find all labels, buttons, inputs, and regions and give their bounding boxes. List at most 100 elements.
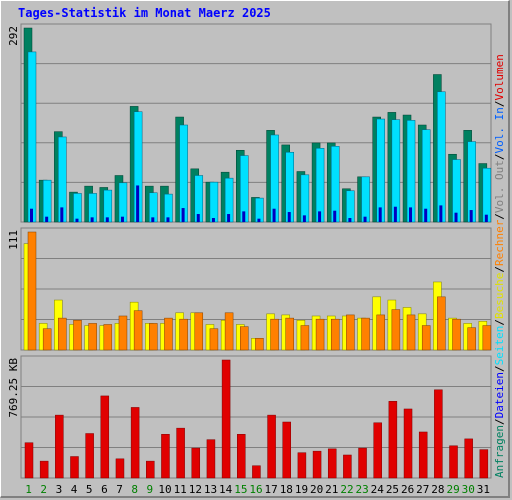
bar-rechner-day-23 bbox=[361, 317, 370, 351]
bar-seiten-day-4 bbox=[75, 218, 79, 222]
bar-seiten-day-17 bbox=[272, 208, 276, 222]
x-tick-label-day-21: 21 bbox=[325, 483, 338, 496]
bar-volumen-day-27 bbox=[418, 431, 428, 479]
bar-seiten-day-12 bbox=[196, 214, 200, 222]
bar-seiten-day-24 bbox=[378, 207, 382, 222]
y-max-label-visits: 111 bbox=[7, 230, 20, 250]
x-tick-label-day-6: 6 bbox=[101, 483, 108, 496]
bar-dateien-day-6 bbox=[103, 189, 113, 223]
x-tick-label-day-27: 27 bbox=[416, 483, 429, 496]
bar-seiten-day-13 bbox=[211, 218, 215, 222]
legend-separator: / bbox=[493, 365, 506, 372]
chart-bars bbox=[23, 27, 492, 479]
x-tick-label-day-29: 29 bbox=[446, 483, 459, 496]
bar-rechner-day-20 bbox=[315, 318, 325, 351]
bar-seiten-day-9 bbox=[151, 217, 155, 222]
bar-volumen-day-4 bbox=[70, 456, 79, 479]
bar-volumen-day-23 bbox=[358, 447, 367, 479]
bar-dateien-day-13 bbox=[209, 181, 219, 223]
legend-item-rechner: Rechner bbox=[493, 219, 506, 266]
bar-volumen-day-21 bbox=[327, 448, 337, 479]
bar-rechner-day-26 bbox=[406, 314, 416, 351]
x-tick-label-day-5: 5 bbox=[86, 483, 93, 496]
x-tick-label-day-10: 10 bbox=[158, 483, 171, 496]
bar-volumen-day-3 bbox=[55, 414, 64, 479]
x-tick-label-day-15: 15 bbox=[234, 483, 247, 496]
legend-item-volumen: Volumen bbox=[493, 54, 506, 100]
y-max-label-requests: 292 bbox=[7, 26, 20, 46]
bar-volumen-day-8 bbox=[130, 407, 140, 479]
bar-volumen-day-26 bbox=[403, 408, 413, 479]
bar-dateien-day-18 bbox=[285, 151, 294, 223]
bar-seiten-day-29 bbox=[454, 212, 458, 222]
bar-volumen-day-30 bbox=[464, 438, 473, 479]
legend-separator: / bbox=[493, 266, 506, 273]
bar-rechner-day-22 bbox=[346, 314, 355, 351]
x-tick-label-day-28: 28 bbox=[431, 483, 444, 496]
bar-seiten-day-25 bbox=[393, 206, 397, 222]
legend-separator: / bbox=[493, 213, 506, 220]
bar-rechner-day-12 bbox=[194, 312, 204, 351]
bar-dateien-day-29 bbox=[452, 159, 461, 223]
x-tick-label-day-17: 17 bbox=[265, 483, 278, 496]
bar-rechner-day-14 bbox=[224, 312, 234, 351]
bar-volumen-day-16 bbox=[252, 465, 261, 479]
bar-dateien-day-23 bbox=[361, 176, 370, 223]
bar-seiten-day-23 bbox=[363, 216, 367, 222]
bar-rechner-day-11 bbox=[179, 318, 188, 351]
bar-seiten-day-2 bbox=[45, 216, 49, 222]
bar-dateien-day-27 bbox=[421, 129, 431, 223]
bar-volumen-day-5 bbox=[85, 433, 94, 479]
bar-seiten-day-31 bbox=[484, 214, 488, 222]
bar-seiten-day-10 bbox=[166, 217, 170, 222]
bar-dateien-day-20 bbox=[315, 148, 325, 223]
bar-rechner-day-16 bbox=[255, 338, 264, 351]
bar-rechner-day-24 bbox=[376, 314, 385, 351]
bar-seiten-day-20 bbox=[318, 211, 322, 222]
bar-volumen-day-31 bbox=[479, 449, 489, 479]
bar-rechner-day-10 bbox=[164, 317, 173, 351]
bar-volumen-day-25 bbox=[388, 401, 398, 479]
x-tick-label-day-19: 19 bbox=[295, 483, 308, 496]
bar-seiten-day-11 bbox=[181, 208, 185, 222]
bar-volumen-day-22 bbox=[343, 454, 352, 479]
x-tick-label-day-16: 16 bbox=[249, 483, 262, 496]
bar-dateien-day-2 bbox=[42, 179, 52, 223]
bar-rechner-day-30 bbox=[467, 327, 476, 351]
legend-text: Anfragen/Dateien/Seiten/Besuche/Rechner/… bbox=[493, 54, 506, 478]
chart-panels bbox=[20, 23, 492, 479]
x-tick-label-day-11: 11 bbox=[174, 483, 187, 496]
bar-rechner-day-21 bbox=[330, 318, 340, 351]
x-tick-label-day-31: 31 bbox=[477, 483, 490, 496]
x-tick-label-day-25: 25 bbox=[386, 483, 399, 496]
legend-separator: / bbox=[493, 100, 506, 107]
bar-dateien-day-7 bbox=[118, 182, 128, 223]
bar-seiten-day-27 bbox=[424, 208, 428, 222]
legend-item-seiten: Seiten bbox=[493, 326, 506, 366]
bar-seiten-day-22 bbox=[348, 218, 352, 222]
bar-seiten-day-26 bbox=[409, 207, 413, 222]
bar-dateien-day-25 bbox=[391, 119, 401, 223]
chart-title: Tages-Statistik im Monat Maerz 2025 bbox=[18, 6, 271, 20]
bar-volumen-day-9 bbox=[146, 460, 155, 479]
x-tick-label-day-13: 13 bbox=[204, 483, 217, 496]
bar-rechner-day-18 bbox=[285, 317, 294, 351]
bar-rechner-day-1 bbox=[27, 231, 37, 351]
legend-separator: / bbox=[493, 418, 506, 425]
bar-rechner-day-29 bbox=[452, 318, 461, 351]
x-tick-label-day-23: 23 bbox=[356, 483, 369, 496]
bar-volumen-day-20 bbox=[312, 450, 322, 479]
bar-rechner-day-19 bbox=[300, 325, 310, 351]
bar-rechner-day-25 bbox=[391, 309, 401, 351]
y-max-label-volume: 769.25 KB bbox=[7, 358, 20, 418]
y-axis-labels: 292 111 769.25 KB bbox=[7, 26, 20, 418]
bar-dateien-day-21 bbox=[330, 146, 340, 223]
legend-item-besuche: Besuche bbox=[493, 273, 506, 319]
bar-volumen-day-1 bbox=[24, 442, 34, 479]
bar-volumen-day-10 bbox=[161, 434, 170, 479]
bar-rechner-day-28 bbox=[437, 296, 446, 351]
x-tick-label-day-12: 12 bbox=[189, 483, 202, 496]
bar-seiten-day-3 bbox=[60, 207, 64, 222]
bar-seiten-day-6 bbox=[105, 217, 109, 222]
bar-dateien-day-4 bbox=[73, 193, 82, 223]
